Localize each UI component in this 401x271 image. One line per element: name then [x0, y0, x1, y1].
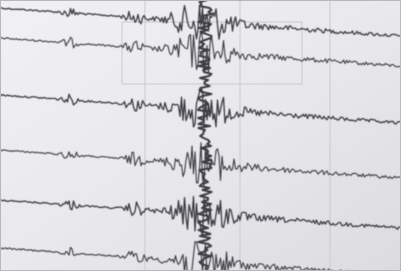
page: (() => { const data = JSON.parse(documen…	[0, 0, 401, 271]
seismograph-photo	[0, 0, 401, 271]
